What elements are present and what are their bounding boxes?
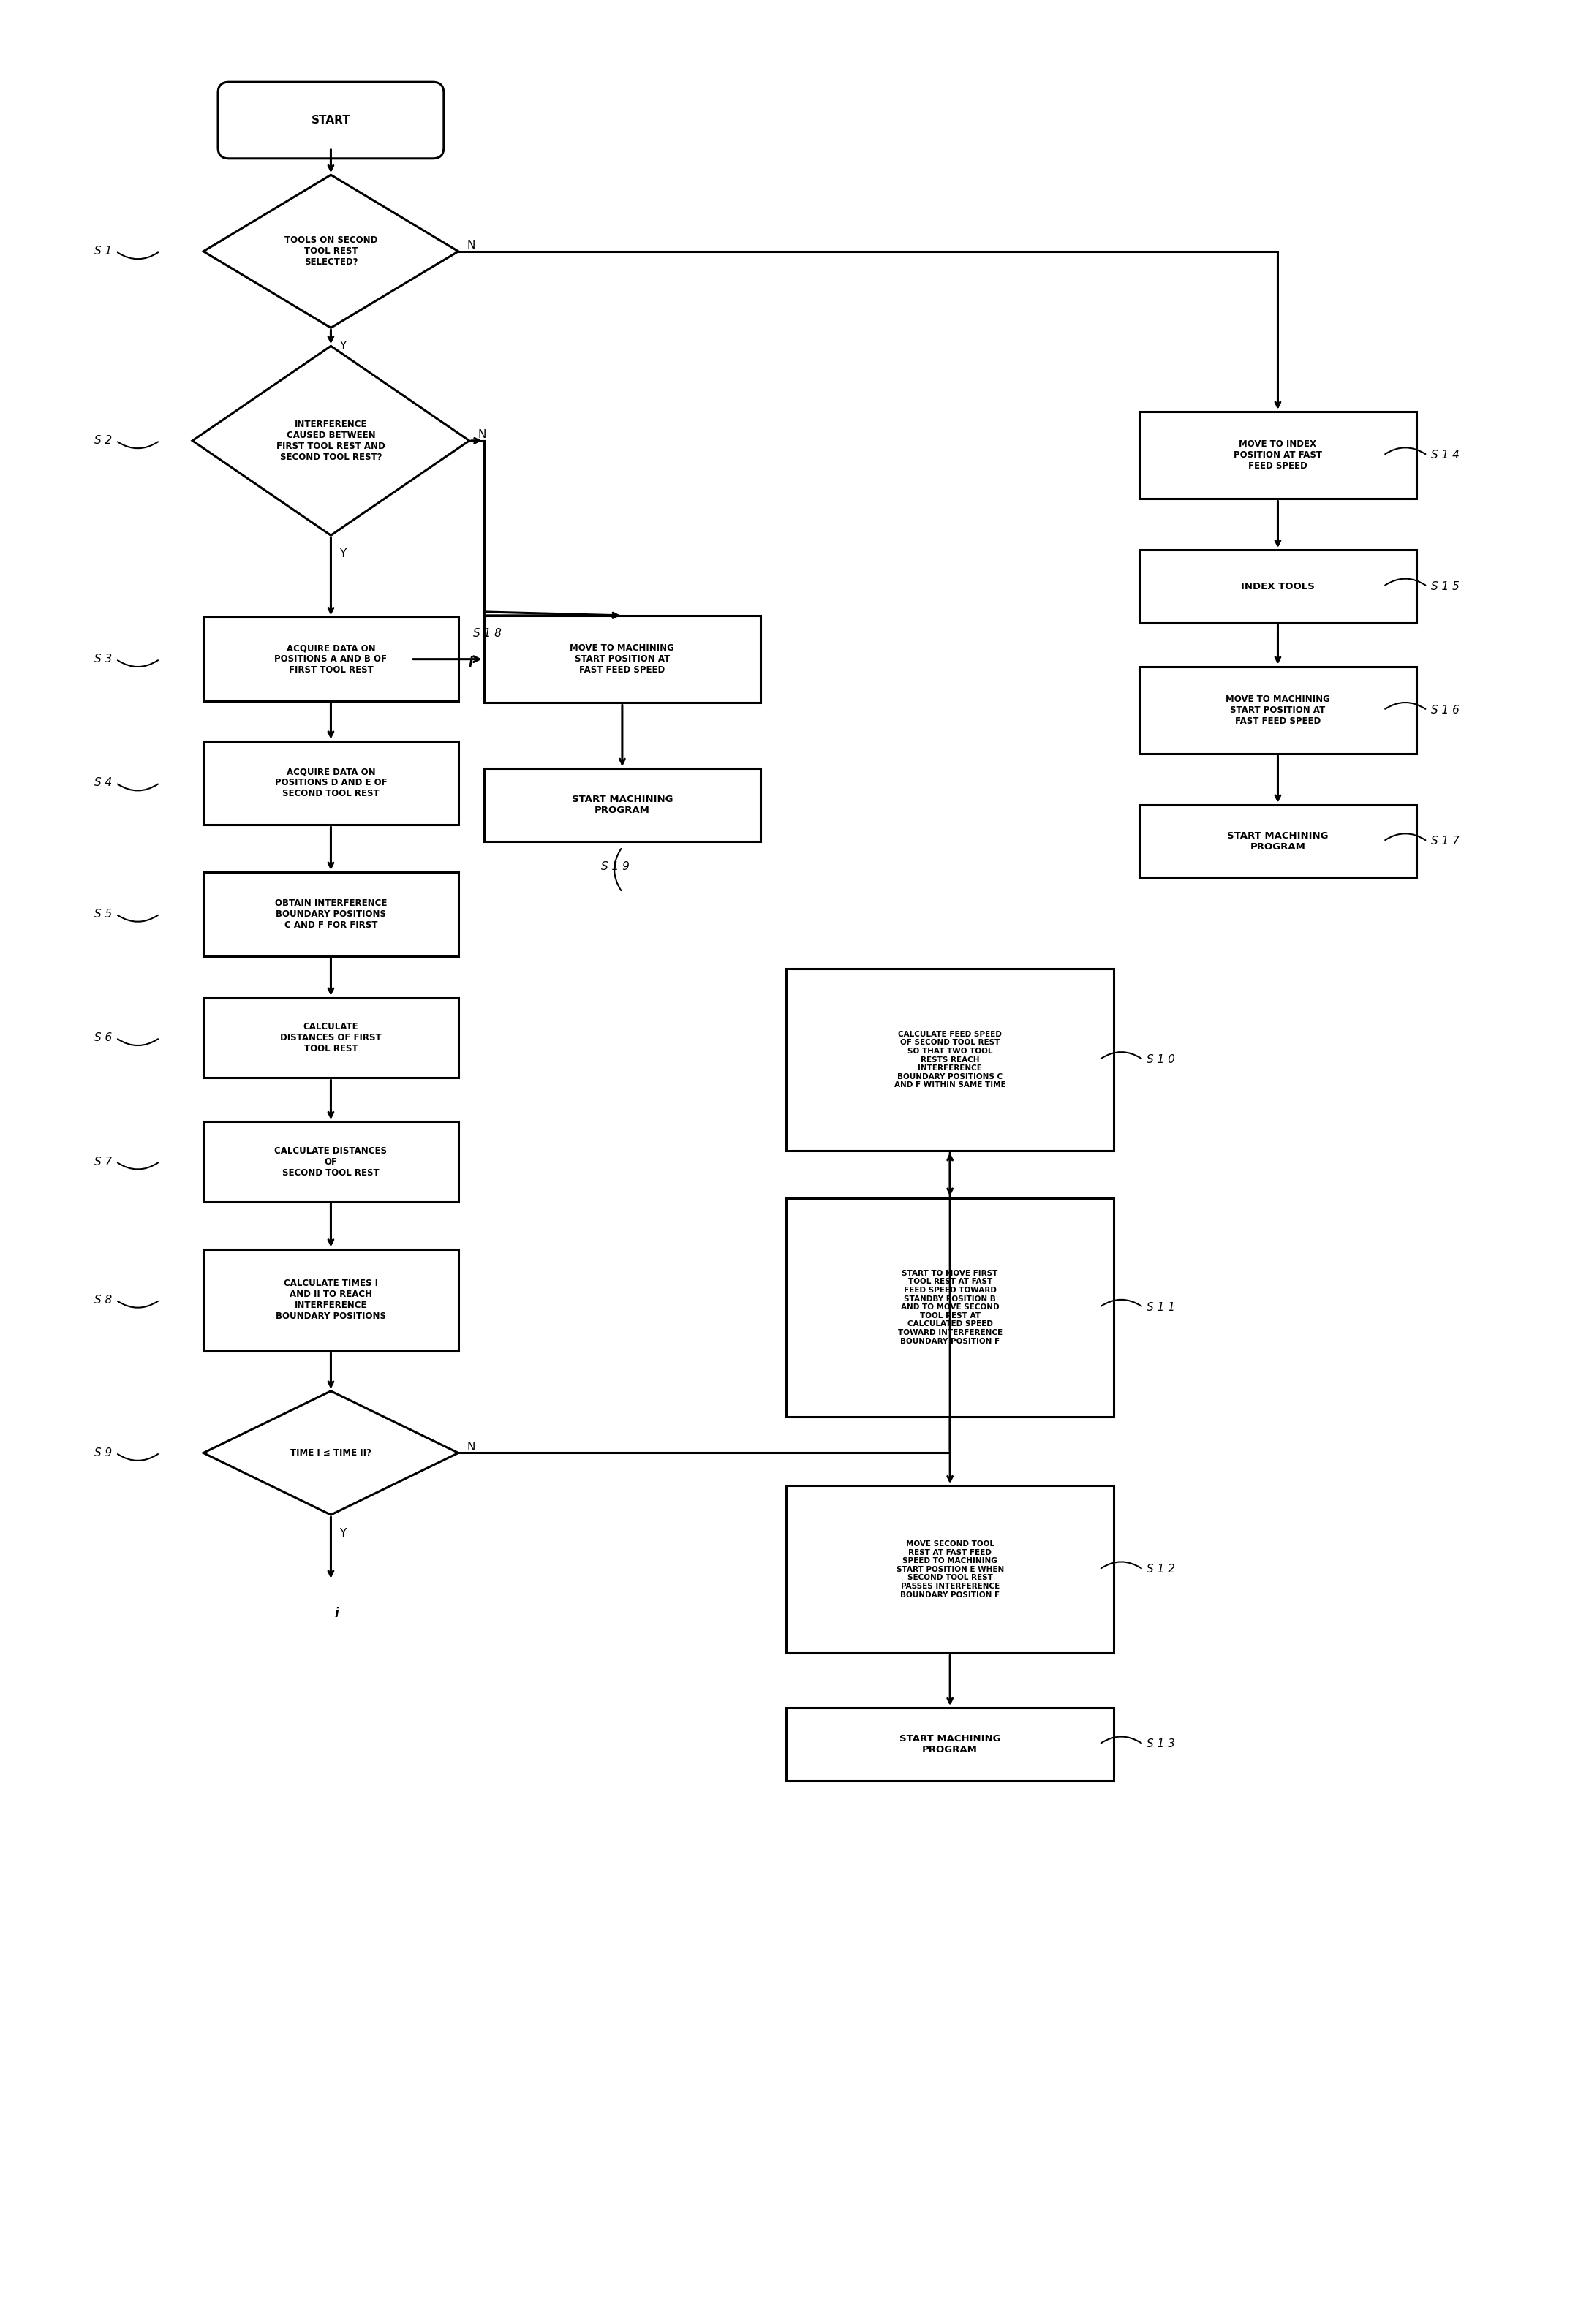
Bar	[1139, 804, 1416, 878]
Text: START MACHINING
PROGRAM: START MACHINING PROGRAM	[899, 1734, 1001, 1755]
Text: MOVE TO INDEX
POSITION AT FAST
FEED SPEED: MOVE TO INDEX POSITION AT FAST FEED SPEE…	[1233, 439, 1322, 472]
Bar	[787, 1708, 1114, 1780]
Text: S 2: S 2	[95, 435, 113, 446]
Text: Y: Y	[340, 342, 346, 351]
Bar	[203, 618, 458, 702]
Bar	[483, 769, 761, 841]
Text: S 3: S 3	[95, 653, 113, 665]
FancyBboxPatch shape	[218, 81, 443, 158]
Bar	[787, 969, 1114, 1150]
Bar	[203, 872, 458, 955]
Text: TOOLS ON SECOND
TOOL REST
SELECTED?: TOOLS ON SECOND TOOL REST SELECTED?	[284, 235, 378, 267]
Text: S 5: S 5	[95, 909, 113, 920]
Text: S 8: S 8	[95, 1294, 113, 1306]
Text: S 1 4: S 1 4	[1430, 451, 1459, 460]
Text: CALCULATE DISTANCES
OF
SECOND TOOL REST: CALCULATE DISTANCES OF SECOND TOOL REST	[275, 1146, 388, 1178]
Bar	[1139, 667, 1416, 753]
Text: N: N	[467, 1441, 475, 1452]
Polygon shape	[192, 346, 469, 535]
Text: S 1 8: S 1 8	[474, 627, 501, 639]
Text: Y: Y	[340, 1527, 346, 1538]
Text: Y: Y	[340, 548, 346, 560]
Text: N: N	[478, 430, 486, 439]
Text: S 1 3: S 1 3	[1147, 1738, 1176, 1750]
Text: START MACHINING
PROGRAM: START MACHINING PROGRAM	[572, 795, 672, 816]
Text: i: i	[469, 655, 474, 669]
Text: S 9: S 9	[95, 1448, 113, 1459]
Text: START TO MOVE FIRST
TOOL REST AT FAST
FEED SPEED TOWARD
STANDBY POSITION B
AND T: START TO MOVE FIRST TOOL REST AT FAST FE…	[898, 1269, 1003, 1346]
Text: CALCULATE FEED SPEED
OF SECOND TOOL REST
SO THAT TWO TOOL
RESTS REACH
INTERFEREN: CALCULATE FEED SPEED OF SECOND TOOL REST…	[895, 1030, 1006, 1088]
Bar	[1139, 411, 1416, 500]
Text: S 1 5: S 1 5	[1430, 581, 1459, 593]
Text: ACQUIRE DATA ON
POSITIONS A AND B OF
FIRST TOOL REST: ACQUIRE DATA ON POSITIONS A AND B OF FIR…	[275, 644, 388, 674]
Text: MOVE SECOND TOOL
REST AT FAST FEED
SPEED TO MACHINING
START POSITION E WHEN
SECO: MOVE SECOND TOOL REST AT FAST FEED SPEED…	[896, 1541, 1004, 1599]
Text: S 1 9: S 1 9	[601, 862, 629, 872]
Text: S 1 7: S 1 7	[1430, 837, 1459, 846]
Bar	[787, 1199, 1114, 1418]
Text: TIME I ≤ TIME II?: TIME I ≤ TIME II?	[291, 1448, 372, 1457]
Text: START MACHINING
PROGRAM: START MACHINING PROGRAM	[1227, 832, 1328, 851]
Bar	[203, 1122, 458, 1202]
Text: INDEX TOOLS: INDEX TOOLS	[1241, 581, 1314, 590]
Text: START: START	[311, 114, 351, 125]
Text: INTERFERENCE
CAUSED BETWEEN
FIRST TOOL REST AND
SECOND TOOL REST?: INTERFERENCE CAUSED BETWEEN FIRST TOOL R…	[276, 418, 385, 462]
Bar	[787, 1485, 1114, 1652]
Text: S 1 1: S 1 1	[1147, 1301, 1176, 1313]
Text: S 1 6: S 1 6	[1430, 704, 1459, 716]
Text: i: i	[335, 1606, 338, 1620]
Bar	[203, 997, 458, 1078]
Bar	[203, 1248, 458, 1350]
Text: CALCULATE TIMES I
AND II TO REACH
INTERFERENCE
BOUNDARY POSITIONS: CALCULATE TIMES I AND II TO REACH INTERF…	[275, 1278, 386, 1322]
Text: ACQUIRE DATA ON
POSITIONS D AND E OF
SECOND TOOL REST: ACQUIRE DATA ON POSITIONS D AND E OF SEC…	[275, 767, 388, 799]
Text: S 1 2: S 1 2	[1147, 1564, 1176, 1576]
Bar	[203, 741, 458, 825]
Polygon shape	[203, 174, 458, 328]
Text: OBTAIN INTERFERENCE
BOUNDARY POSITIONS
C AND F FOR FIRST: OBTAIN INTERFERENCE BOUNDARY POSITIONS C…	[275, 899, 388, 930]
Text: S 1 0: S 1 0	[1147, 1055, 1176, 1064]
Text: MOVE TO MACHINING
START POSITION AT
FAST FEED SPEED: MOVE TO MACHINING START POSITION AT FAST…	[570, 644, 674, 674]
Polygon shape	[203, 1392, 458, 1515]
Text: S 1: S 1	[95, 246, 113, 258]
Text: MOVE TO MACHINING
START POSITION AT
FAST FEED SPEED: MOVE TO MACHINING START POSITION AT FAST…	[1225, 695, 1330, 725]
Text: N: N	[467, 239, 475, 251]
Bar	[1139, 551, 1416, 623]
Text: S 6: S 6	[95, 1032, 113, 1043]
Text: S 7: S 7	[95, 1155, 113, 1167]
Bar	[483, 616, 761, 702]
Text: CALCULATE
DISTANCES OF FIRST
TOOL REST: CALCULATE DISTANCES OF FIRST TOOL REST	[280, 1023, 381, 1053]
Text: S 4: S 4	[95, 779, 113, 788]
